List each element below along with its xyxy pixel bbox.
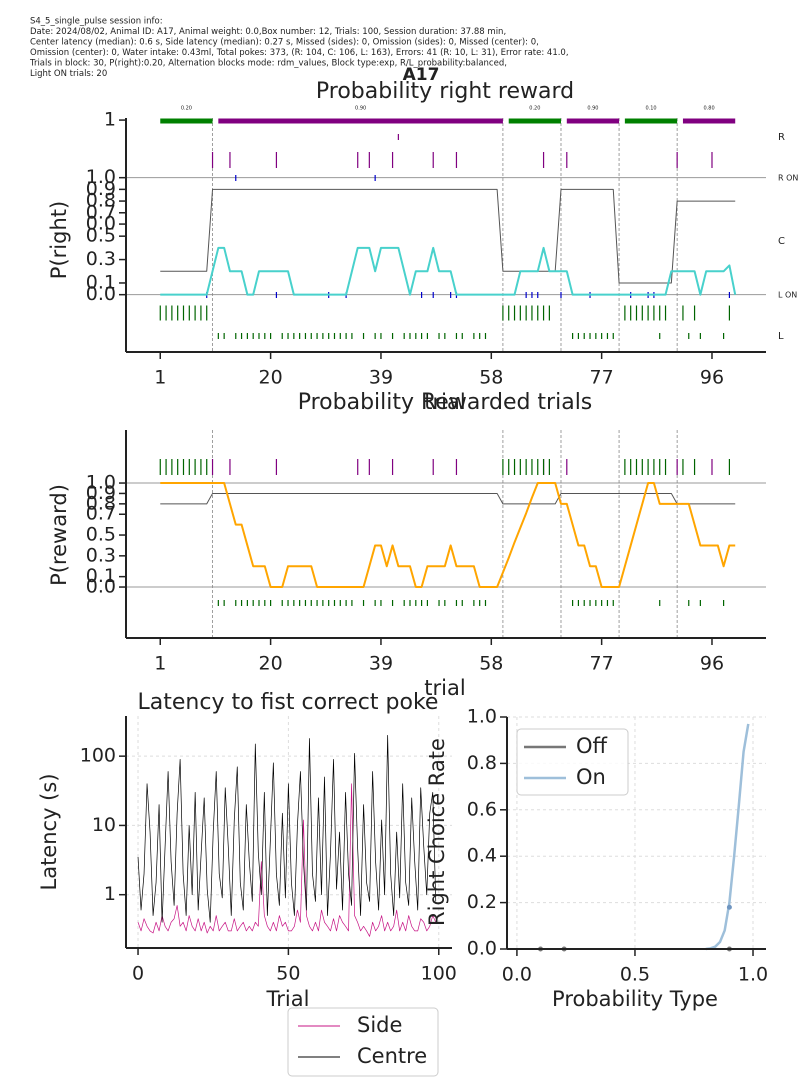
x-tick-label: 50 (276, 963, 300, 985)
legend-box (516, 728, 629, 796)
event-row-label: L (778, 331, 784, 342)
chart-title: Probability Rewarded trials (298, 390, 593, 415)
x-tick-label: 1 (154, 653, 166, 675)
y-tick-label: 0.8 (86, 190, 116, 212)
y-tick-label: 0.9 (86, 178, 116, 200)
x-tick-label: 0.0 (502, 964, 532, 986)
x-tick-label: 100 (421, 963, 457, 985)
chart-title: Probability right reward (316, 79, 574, 104)
series-line (137, 783, 437, 937)
y-tick-label: 1.0 (467, 706, 497, 728)
y-axis-label: Right Choice Rate (425, 738, 449, 926)
info-line: Date: 2024/08/02, Animal ID: A17, Animal… (30, 27, 506, 37)
series-line (137, 734, 437, 923)
series-line (160, 188, 736, 284)
y-tick-label: 0.1 (86, 565, 116, 587)
y-tick-label: 0.0 (86, 283, 116, 305)
y-tick-label: 0.0 (86, 213, 116, 235)
x-tick-label: 96 (700, 653, 724, 675)
x-axis-label: trial (424, 676, 465, 700)
legend-box (287, 1007, 439, 1077)
x-tick-label: 58 (479, 653, 503, 675)
legend-label: Side (357, 1013, 402, 1037)
series-line (160, 492, 736, 505)
y-tick-label: 0.5 (86, 225, 116, 247)
y-tick-label: 0.2 (467, 891, 497, 913)
block-label: 0.20 (181, 106, 192, 112)
legend-label: Off (576, 734, 608, 758)
y-tick-label: 0.6 (467, 798, 497, 820)
y-tick-label: 10 (92, 814, 116, 836)
legend-label: Centre (357, 1044, 427, 1068)
x-axis-label: Trial (266, 987, 310, 1011)
event-row-label: C (778, 236, 785, 247)
y-axis-label: Latency (s) (37, 773, 61, 890)
y-tick-label: 0.9 (86, 482, 116, 504)
y-tick-label: 0.8 (86, 492, 116, 514)
event-row-label: R ON (778, 174, 798, 183)
y-tick-label: 0.0 (467, 938, 497, 960)
suptitle: A17 (403, 65, 440, 85)
x-tick-label: 1.0 (738, 964, 768, 986)
x-axis-label: trial (424, 390, 465, 414)
y-tick-label: 0.7 (86, 201, 116, 223)
y-tick-label: 0.5 (86, 524, 116, 546)
y-tick-label: 1.0 (86, 166, 116, 188)
x-tick-label: 1 (154, 367, 166, 389)
x-tick-label: 39 (369, 653, 393, 675)
x-axis-label: Probability Type (552, 987, 718, 1011)
info-line: Light ON trials: 20 (30, 69, 107, 79)
y-tick-label: 1 (104, 883, 116, 905)
series-line (160, 482, 736, 589)
y-tick-label: 0.3 (86, 248, 116, 270)
event-row-label: R (778, 132, 785, 143)
y-tick-label: 0.7 (86, 503, 116, 525)
y-tick-label: 0.4 (467, 845, 497, 867)
block-label: 0.90 (355, 106, 366, 112)
y-axis-label: P(right) (47, 201, 71, 279)
x-tick-label: 77 (590, 367, 614, 389)
info-line: Omission (center): 0, Water intake: 0.43… (30, 48, 569, 58)
info-line: S4_5_single_pulse session info: (30, 17, 163, 27)
y-tick-label: 0.1 (86, 271, 116, 293)
block-label: 0.90 (587, 106, 598, 112)
y-tick-label: 0.3 (86, 544, 116, 566)
info-line: Trials in block: 30, P(right):0.20, Alte… (29, 59, 507, 69)
x-tick-label: 58 (479, 367, 503, 389)
x-tick-label: 20 (259, 367, 283, 389)
y-tick-label: 0.8 (467, 752, 497, 774)
x-tick-label: 0.5 (620, 964, 650, 986)
y-tick-label: 1 (104, 109, 116, 131)
block-label: 0.10 (645, 106, 656, 112)
block-label: 0.20 (529, 106, 540, 112)
x-tick-label: 96 (700, 367, 724, 389)
info-line: Center latency (median): 0.6 s, Side lat… (30, 38, 539, 48)
y-tick-label: 1.0 (86, 472, 116, 494)
block-label: 0.80 (704, 106, 715, 112)
data-point (726, 904, 732, 910)
x-tick-label: 0 (132, 963, 144, 985)
legend-label: On (576, 765, 606, 789)
x-tick-label: 77 (590, 653, 614, 675)
series-line (160, 246, 737, 296)
y-tick-label: 100 (80, 745, 116, 767)
chart-title: Latency to fist correct poke (138, 690, 439, 715)
x-tick-label: 39 (369, 367, 393, 389)
series-line (705, 723, 750, 951)
event-row-label: L ON (778, 291, 797, 300)
y-axis-label: P(reward) (47, 484, 71, 586)
x-tick-label: 20 (259, 653, 283, 675)
y-tick-label: 0.0 (86, 576, 116, 598)
